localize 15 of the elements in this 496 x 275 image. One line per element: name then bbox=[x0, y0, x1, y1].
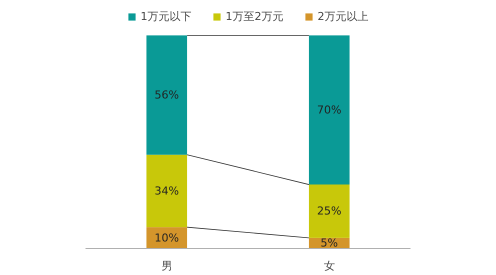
data-label: 5% bbox=[320, 236, 338, 250]
bar bbox=[308, 184, 350, 238]
x-tick-label: 女 bbox=[324, 260, 335, 272]
data-label: 34% bbox=[154, 184, 179, 198]
legend-label: 1万至2万元 bbox=[226, 9, 284, 24]
legend-label: 2万元以上 bbox=[318, 9, 368, 24]
bar bbox=[308, 35, 350, 185]
data-label: 70% bbox=[317, 103, 342, 116]
bar bbox=[146, 154, 188, 228]
data-label: 25% bbox=[317, 204, 342, 218]
data-label: 56% bbox=[154, 88, 179, 102]
bar bbox=[146, 35, 188, 155]
legend-label: 1万元以下 bbox=[140, 9, 192, 24]
x-tick-label: 男 bbox=[161, 260, 172, 272]
data-label: 10% bbox=[154, 231, 179, 244]
